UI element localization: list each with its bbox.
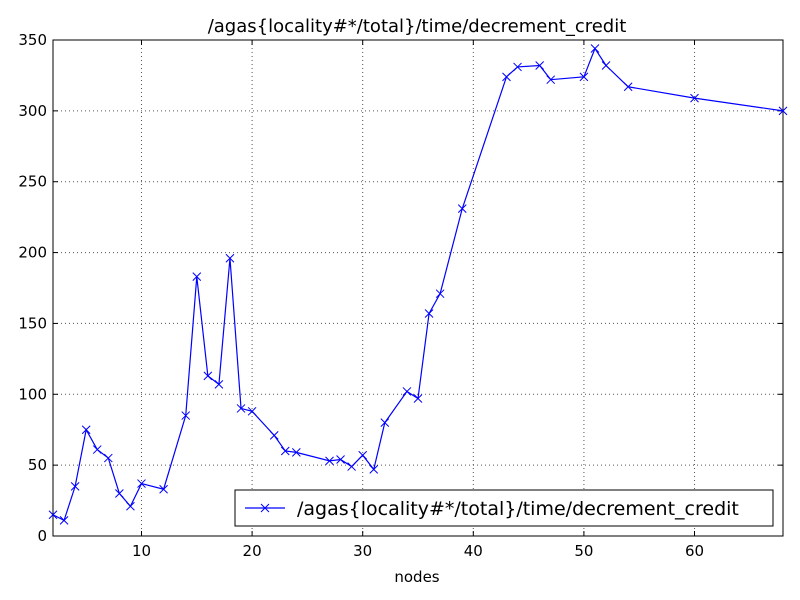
data-marker — [159, 484, 168, 494]
data-marker — [457, 204, 467, 213]
y-tick-label: 350 — [18, 31, 47, 49]
data-marker — [225, 253, 235, 263]
y-tick-label: 0 — [37, 527, 47, 545]
legend-label: /agas{locality#*/total}/time/decrement_c… — [297, 498, 739, 520]
data-marker — [269, 431, 279, 440]
data-marker — [402, 387, 412, 396]
x-tick-label: 30 — [353, 542, 372, 560]
legend-box — [234, 489, 774, 527]
data-marker — [601, 61, 611, 70]
data-marker — [424, 309, 434, 318]
data-marker — [181, 411, 191, 420]
y-tick-label: 200 — [18, 244, 47, 262]
data-marker — [535, 61, 545, 70]
data-marker — [70, 482, 80, 491]
data-marker — [623, 82, 633, 92]
data-marker — [546, 75, 556, 85]
y-tick-label: 100 — [18, 385, 47, 403]
data-marker — [413, 394, 423, 403]
data-marker — [59, 516, 69, 525]
data-marker — [513, 62, 522, 72]
data-marker — [502, 72, 511, 82]
data-marker — [92, 445, 102, 454]
data-marker — [778, 106, 788, 116]
x-tick-label: 40 — [464, 542, 483, 560]
data-marker — [325, 456, 334, 466]
data-marker — [236, 404, 246, 413]
data-marker — [203, 371, 213, 381]
legend-marker — [260, 503, 270, 513]
data-marker — [380, 418, 390, 427]
y-tick-label: 250 — [18, 173, 47, 191]
y-tick-label: 150 — [18, 314, 47, 332]
data-marker — [358, 450, 368, 460]
data-marker — [115, 489, 124, 498]
data-marker — [137, 479, 146, 488]
x-tick-label: 10 — [132, 542, 151, 560]
data-marker — [690, 93, 699, 103]
x-tick-label: 60 — [685, 542, 704, 560]
x-tick-label: 50 — [574, 542, 593, 560]
x-tick-label: 20 — [243, 542, 262, 560]
data-marker — [192, 272, 202, 282]
y-tick-label: 300 — [18, 102, 47, 120]
data-marker — [81, 425, 91, 435]
plot-frame — [52, 39, 784, 537]
data-marker — [247, 406, 257, 416]
chart-title: /agas{locality#*/total}/time/decrement_c… — [208, 16, 627, 37]
data-marker — [435, 289, 445, 299]
data-marker — [291, 448, 301, 457]
y-tick-label: 50 — [28, 456, 47, 474]
x-axis-label: nodes — [394, 568, 439, 586]
data-marker — [347, 462, 356, 471]
data-marker — [579, 72, 589, 82]
data-marker — [103, 453, 113, 463]
data-marker — [336, 455, 345, 464]
data-marker — [369, 465, 379, 474]
data-marker — [48, 510, 58, 520]
data-marker — [590, 44, 600, 53]
data-marker — [126, 501, 135, 511]
data-marker — [214, 380, 224, 389]
data-marker — [280, 446, 290, 456]
